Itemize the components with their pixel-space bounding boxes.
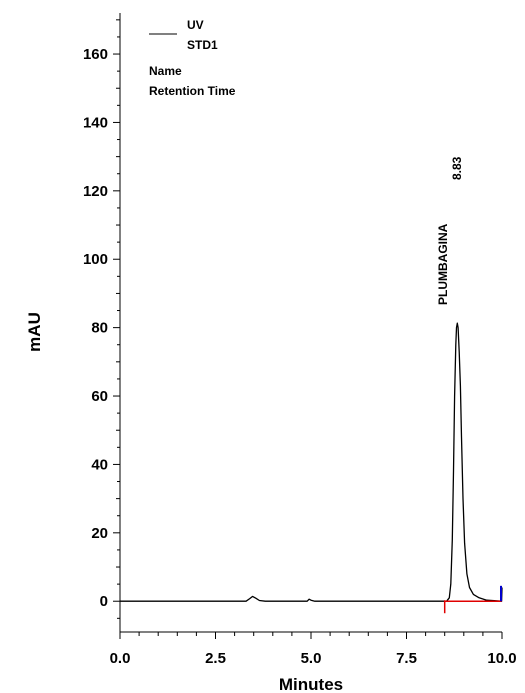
baseline-layer [443,585,502,614]
legend-retention-field: Retention Time [149,84,236,98]
y-tick-label: 100 [83,251,108,268]
y-tick-label: 40 [91,456,108,473]
peak-name-label: PLUMBAGINA [436,223,450,305]
x-tick-label: 7.5 [396,650,417,667]
x-axis-title: Minutes [279,675,343,693]
y-tick-label: 60 [91,388,108,405]
y-tick-label: 140 [83,114,108,131]
y-axis: 0 20 40 60 80 100 120 140 160 [83,19,120,619]
x-tick-label: 0.0 [110,650,131,667]
series-layer [120,322,503,602]
y-tick-label: 120 [83,183,108,200]
y-tick-label: 20 [91,525,108,542]
plot-area [119,13,502,633]
peak-annotation: PLUMBAGINA 8.83 [436,156,464,305]
series-line-uv [120,322,503,602]
peak-retention-label: 8.83 [450,156,464,180]
y-axis-title: mAU [25,312,44,352]
x-tick-label: 2.5 [205,650,226,667]
legend: UV STD1 Name Retention Time [149,18,236,98]
legend-detector: UV [187,18,204,32]
x-tick-label: 5.0 [301,650,322,667]
legend-sample: STD1 [187,38,218,52]
x-tick-label: 10.0 [487,650,516,667]
y-tick-label: 0 [100,593,108,610]
y-tick-label: 80 [91,320,108,337]
x-axis: 0.0 2.5 5.0 7.5 10.0 [110,632,517,667]
y-tick-label: 160 [83,46,108,63]
legend-name-field: Name [149,64,182,78]
